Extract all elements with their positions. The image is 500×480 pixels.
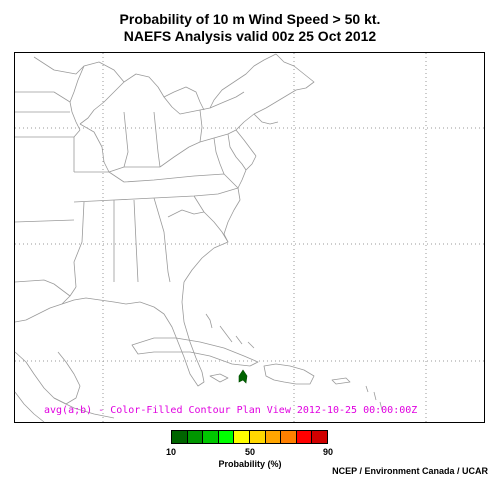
colorbar-swatch	[234, 431, 250, 443]
colorbar-swatch	[265, 431, 282, 443]
map-frame	[14, 52, 485, 423]
colorbar-label: Probability (%)	[218, 459, 282, 469]
colorbar-tick-label: 10	[165, 447, 177, 457]
colorbar-swatch	[312, 431, 327, 443]
chart-subtitle: NAEFS Analysis valid 00z 25 Oct 2012	[123, 28, 377, 44]
coastlines-and-borders	[14, 53, 383, 423]
colorbar-swatch	[187, 431, 204, 443]
colorbar-swatch	[203, 431, 219, 443]
graticule	[15, 53, 484, 422]
colorbar-swatch	[296, 431, 313, 443]
colorbar	[171, 430, 328, 444]
chart-title: Probability of 10 m Wind Speed > 50 kt.	[119, 11, 381, 27]
plot-status-line: avg(a;b) - Color-Filled Contour Plan Vie…	[44, 405, 418, 416]
probability-contour-fill	[238, 369, 248, 384]
colorbar-swatch	[281, 431, 297, 443]
credit-line: NCEP / Environment Canada / UCAR	[332, 466, 488, 476]
colorbar-tick-label: 50	[244, 447, 256, 457]
colorbar-swatch	[218, 431, 235, 443]
colorbar-swatch	[172, 431, 188, 443]
map-panel	[14, 52, 485, 423]
colorbar-tick-label: 90	[322, 447, 334, 457]
colorbar-swatch	[249, 431, 266, 443]
